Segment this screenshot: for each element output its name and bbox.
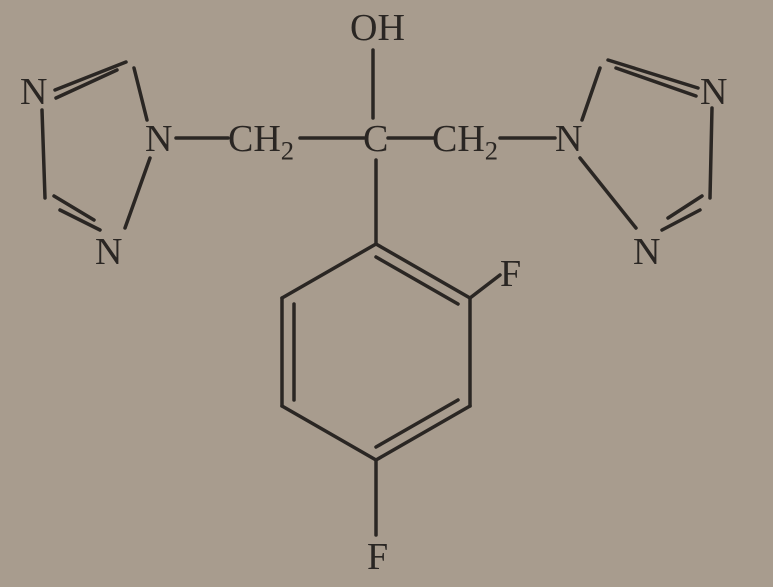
label-n-r1: N	[555, 117, 582, 161]
label-ch2-left-sub: 2	[281, 136, 294, 166]
molecule-diagram: OH C CH2 CH2 N N N N N N F F	[0, 0, 773, 587]
label-oh: OH	[350, 6, 405, 50]
label-n-r2: N	[700, 70, 727, 114]
label-n-l3: N	[95, 230, 122, 274]
label-ch2-left: CH2	[228, 117, 294, 161]
label-n-l2: N	[20, 70, 47, 114]
label-ch2-right: CH2	[432, 117, 498, 161]
bond-layer	[0, 0, 773, 587]
label-n-l1: N	[145, 117, 172, 161]
label-ch2-right-sub: 2	[485, 136, 498, 166]
label-f-bot: F	[367, 535, 388, 579]
label-ch2-right-text: CH	[432, 118, 485, 160]
label-ch2-left-text: CH	[228, 118, 281, 160]
label-n-r3: N	[633, 230, 660, 274]
label-f-top: F	[500, 252, 521, 296]
label-c: C	[363, 117, 388, 161]
